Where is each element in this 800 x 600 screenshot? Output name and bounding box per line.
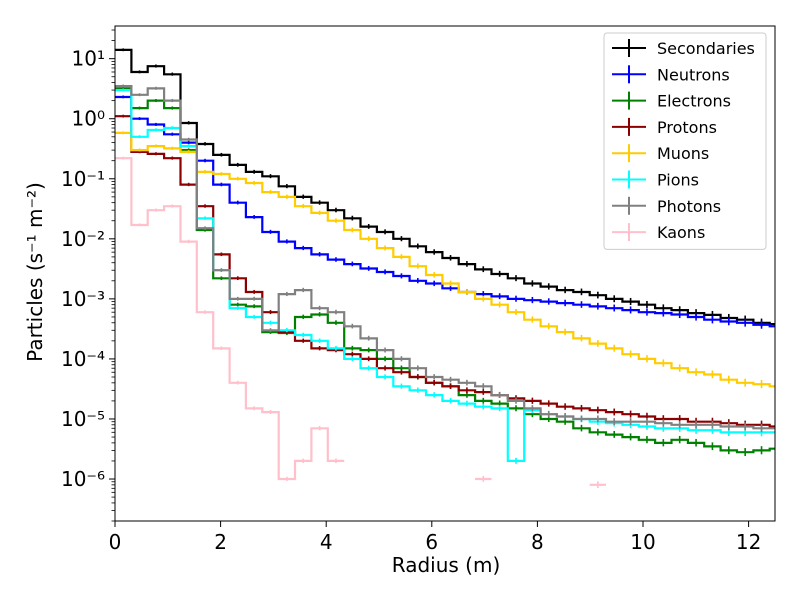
series-layer [115, 48, 775, 489]
x-tick-label: 4 [320, 530, 333, 554]
x-tick-label: 0 [109, 530, 122, 554]
legend-item-protons: Protons [612, 118, 717, 137]
y-tick-label: 10⁻⁴ [61, 347, 105, 371]
legend-label: Kaons [657, 223, 705, 242]
legend-item-secondaries: Secondaries [612, 39, 755, 58]
x-tick-label: 2 [214, 530, 227, 554]
series-photons [115, 84, 775, 433]
legend-item-kaons: Kaons [612, 223, 705, 242]
series-neutrons [115, 95, 775, 329]
x-tick-label: 8 [531, 530, 544, 554]
y-tick-label: 10⁻³ [61, 287, 105, 311]
legend: Secondaries Neutrons Electrons Protons Muons… [603, 32, 767, 250]
y-tick-label: 10⁻² [61, 227, 105, 251]
legend-label: Photons [657, 197, 721, 216]
y-tick-label: 10⁻⁵ [61, 407, 105, 431]
plot-area [114, 25, 776, 522]
x-tick-label: 6 [425, 530, 438, 554]
legend-label: Muons [657, 144, 709, 163]
series-line-photons [115, 85, 775, 430]
series-protons [115, 114, 775, 429]
legend-label: Protons [657, 118, 717, 137]
legend-item-pions: Pions [612, 170, 699, 190]
legend-item-muons: Muons [612, 144, 709, 163]
y-tick-label: 10⁰ [72, 107, 105, 131]
x-tick-label: 12 [736, 530, 761, 554]
plot-frame [114, 25, 776, 522]
x-tick-label: 10 [630, 530, 655, 554]
legend-item-photons: Photons [612, 196, 721, 216]
legend-label: Pions [657, 171, 699, 190]
x-axis-label: Radius (m) [392, 553, 501, 577]
y-tick-label: 10⁻¹ [61, 167, 105, 191]
y-axis-label: Particles (s⁻¹ m⁻²) [23, 182, 47, 362]
series-kaons [115, 156, 606, 489]
series-muons [115, 131, 775, 389]
y-tick-label: 10¹ [72, 47, 105, 71]
legend-item-neutrons: Neutrons [612, 65, 730, 84]
legend-label: Electrons [657, 92, 731, 111]
y-tick-label: 10⁻⁶ [61, 467, 105, 491]
series-line-protons [115, 115, 775, 428]
x-axis: 0 2 4 6 8 10 12 [109, 521, 761, 554]
legend-label: Secondaries [657, 39, 755, 58]
legend-label: Neutrons [657, 65, 730, 84]
legend-item-electrons: Electrons [612, 91, 731, 111]
y-axis: 10⁻⁶ 10⁻⁵ 10⁻⁴ 10⁻³ 10⁻² 10⁻¹ 10⁰ 10¹ [61, 29, 115, 522]
legend-box [603, 32, 767, 250]
